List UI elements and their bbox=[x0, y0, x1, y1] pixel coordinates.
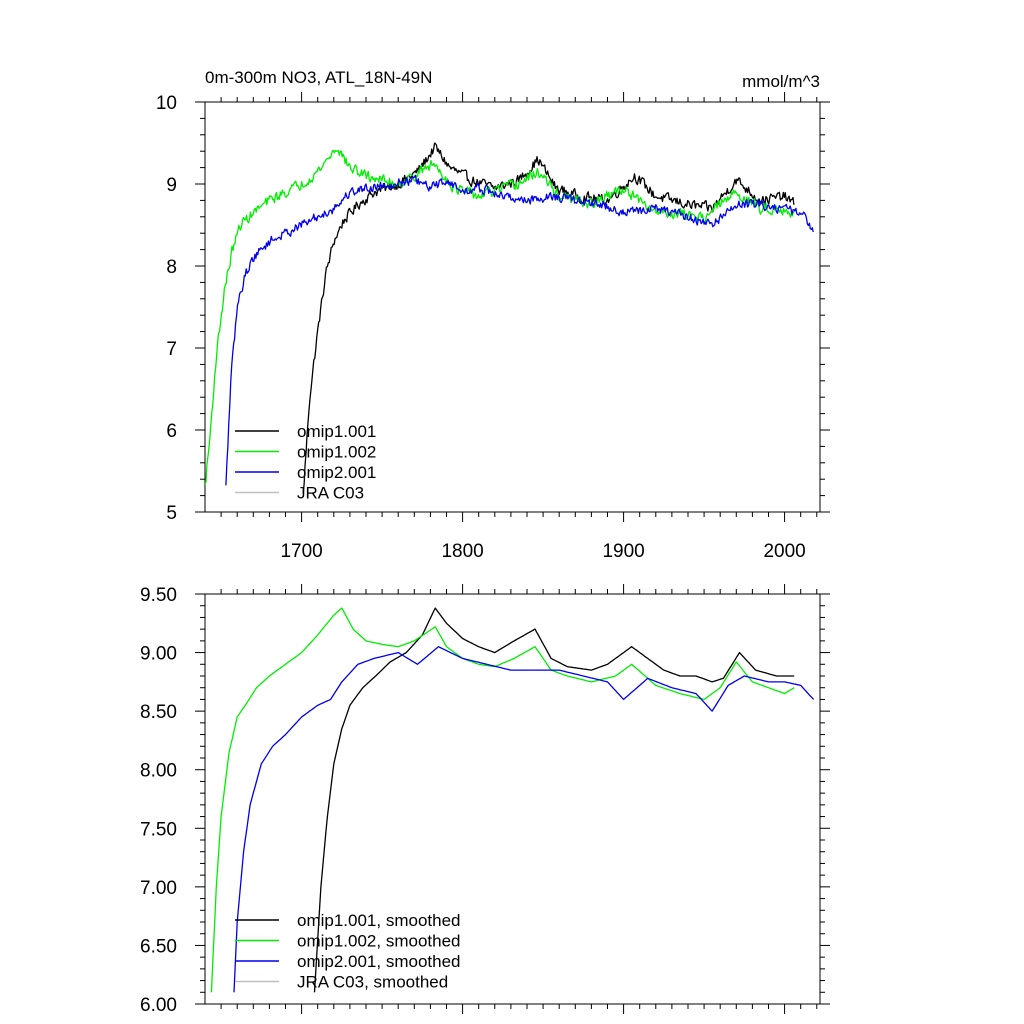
y-tick-label: 5 bbox=[166, 503, 177, 524]
series-line-omip2-001-smoothed bbox=[233, 646, 815, 993]
y-tick-label: 7 bbox=[166, 339, 177, 360]
y-tick-label: 7.50 bbox=[140, 819, 177, 840]
legend-label: omip1.001 bbox=[297, 422, 376, 441]
bottom-panel: 6.00 6.50 7.00 7.50 8.00 8.50 9.00 9.50 omip1.00… bbox=[140, 584, 830, 1016]
y-tick-label: 9.00 bbox=[140, 644, 177, 665]
y-tick-label: 8.00 bbox=[140, 761, 177, 782]
top-plot-title: 0m-300m NO3, ATL_18N-49N bbox=[205, 68, 432, 87]
x-tick-label: 1700 bbox=[280, 541, 322, 562]
x-tick-label: 1900 bbox=[602, 541, 644, 562]
y-tick-label: 6 bbox=[166, 421, 177, 442]
legend-label: JRA C03, smoothed bbox=[297, 973, 448, 992]
legend-label: omip1.002 bbox=[297, 443, 376, 462]
plot-frame bbox=[204, 593, 821, 1005]
top-plot-units: mmol/m^3 bbox=[742, 72, 820, 91]
top-panel: 1700 1800 1900 2000 5 6 7 8 9 10 omip1.001 omip1.00… bbox=[156, 92, 830, 562]
y-tick-label: 6.00 bbox=[140, 995, 177, 1016]
legend-label: omip2.001 bbox=[297, 463, 376, 482]
legend-label: JRA C03 bbox=[297, 484, 364, 503]
y-tick-label: 8 bbox=[166, 257, 177, 278]
series-line-omip1-001-smoothed bbox=[313, 607, 795, 993]
plot-frame bbox=[204, 101, 821, 513]
x-tick-label: 2000 bbox=[763, 541, 805, 562]
legend-label: omip1.001, smoothed bbox=[297, 911, 461, 930]
y-tick-label: 10 bbox=[156, 93, 177, 114]
legend-label: omip1.002, smoothed bbox=[297, 932, 461, 951]
legend-label: omip2.001, smoothed bbox=[297, 952, 461, 971]
y-tick-label: 8.50 bbox=[140, 702, 177, 723]
x-tick-label: 1800 bbox=[441, 541, 483, 562]
y-tick-label: 6.50 bbox=[140, 936, 177, 957]
series-line-omip1-002-smoothed bbox=[210, 607, 795, 993]
y-tick-label: 7.00 bbox=[140, 878, 177, 899]
series-line-omip2-001 bbox=[225, 174, 814, 486]
y-tick-label: 9.50 bbox=[140, 585, 177, 606]
y-tick-label: 9 bbox=[166, 175, 177, 196]
